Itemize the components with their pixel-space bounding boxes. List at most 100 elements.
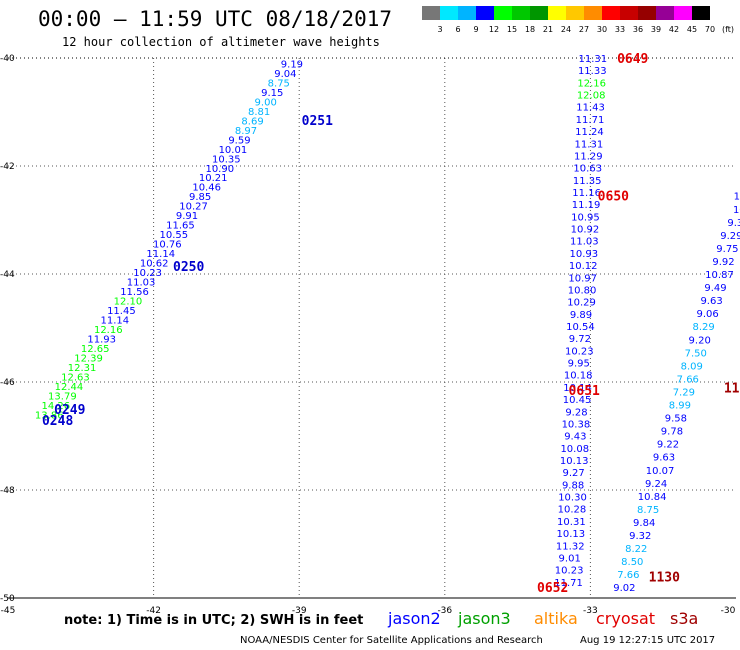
wave-height-value: 9.78: [661, 427, 683, 438]
color-scale-swatch: [512, 6, 530, 20]
wave-height-value: 10.90: [205, 164, 234, 175]
wave-height-value: 12.65: [81, 344, 110, 355]
wave-height-value: 10.18: [564, 371, 593, 382]
footer-credit: NOAA/NESDIS Center for Satellite Applica…: [240, 635, 543, 646]
time-label: 0652: [537, 581, 568, 596]
chart-title: 00:00 – 11:59 UTC 08/18/2017: [38, 7, 392, 31]
wave-height-value: 9.43: [564, 432, 586, 443]
wave-height-value: 11.19: [572, 200, 601, 211]
wave-height-value: 9.75: [716, 244, 738, 255]
wave-height-value: 10.13: [556, 529, 585, 540]
wave-height-value: 10.76: [153, 240, 182, 251]
wave-height-value: 10.23: [565, 346, 594, 357]
x-tick-label: -30: [721, 606, 736, 616]
color-scale-swatch: [620, 6, 638, 20]
wave-height-value: 11.31: [579, 54, 608, 65]
wave-height-value: 7.29: [673, 387, 695, 398]
color-scale-label: 70: [705, 25, 715, 34]
color-scale-swatch: [656, 6, 674, 20]
wave-height-value: 8.50: [621, 557, 643, 568]
wave-height-value: 10.29: [567, 298, 596, 309]
wave-height-value: 11.65: [166, 221, 195, 232]
color-scale-swatch: [566, 6, 584, 20]
wave-height-value: 9.15: [261, 88, 283, 99]
wave-height-value: 11.32: [556, 541, 585, 552]
time-label: 0650: [598, 190, 629, 205]
wave-height-value: 9.01: [559, 553, 581, 564]
wave-height-value: 9.20: [689, 335, 711, 346]
wave-height-value: 10.84: [638, 492, 667, 503]
wave-height-value: 10.93: [569, 249, 598, 260]
wave-height-value: 11.71: [554, 578, 583, 589]
color-scale-label: 30: [597, 25, 607, 34]
wave-height-value: 8.99: [669, 401, 691, 412]
wave-height-value: 9.95: [568, 359, 590, 370]
wave-height-value: 7.50: [685, 348, 707, 359]
color-scale-label: 27: [579, 25, 589, 34]
wave-height-value: 9.58: [665, 414, 687, 425]
wave-height-value: 12.16: [94, 325, 123, 336]
wave-height-value: 10.80: [568, 285, 597, 296]
y-tick-label: -40: [0, 54, 15, 64]
wave-height-value: 12.31: [68, 363, 97, 374]
wave-height-value: 10.12: [569, 261, 598, 272]
color-scale-label: 45: [687, 25, 697, 34]
wave-height-value: 9.63: [700, 296, 722, 307]
y-tick-label: -42: [0, 162, 15, 172]
wave-height-value: 9.72: [569, 334, 591, 345]
wave-height-value: 10.54: [566, 322, 595, 333]
color-scale-label: 24: [561, 25, 571, 34]
wave-height-value: 7.66: [677, 374, 699, 385]
y-tick-label: -46: [0, 378, 15, 388]
time-label: 0248: [42, 414, 73, 429]
wave-height-value: 11.31: [575, 139, 604, 150]
wave-height-value: 11.03: [570, 237, 599, 248]
track-c: 10 10 9.3 9.29 9.75 9.92 10.87 9.49 9.63 9.06 8.29…: [613, 192, 740, 595]
color-scale-swatch: [638, 6, 656, 20]
color-scale-label: 33: [615, 25, 625, 34]
wave-height-value: 9.3: [727, 218, 740, 229]
wave-height-value: 11.33: [578, 66, 607, 77]
wave-height-value: 9.27: [563, 468, 585, 479]
color-scale-swatch: [674, 6, 692, 20]
wave-height-value: 8.09: [681, 361, 703, 372]
x-tick-label: -33: [583, 606, 598, 616]
wave-height-value: 10.92: [571, 225, 600, 236]
color-scale-swatch: [440, 6, 458, 20]
x-tick-label: -36: [437, 606, 452, 616]
wave-height-value: 10: [733, 205, 740, 216]
x-tick-label: -45: [1, 606, 16, 616]
wave-height-value: 11.35: [573, 176, 602, 187]
chart-subtitle: 12 hour collection of altimeter wave hei…: [62, 35, 380, 49]
legend-entry-altika: altika: [534, 609, 578, 628]
wave-height-value: 10: [734, 192, 740, 203]
wave-height-value: 9.84: [633, 518, 655, 529]
wave-height-value: 10.01: [219, 145, 248, 156]
footer-note: note: 1) Time is in UTC; 2) SWH is in fe…: [64, 613, 363, 628]
track-a: 9.199.048.759.159.008.818.698.979.5910.0…: [35, 59, 303, 421]
wave-height-value: 9.06: [696, 309, 718, 320]
wave-height-value: 12.44: [55, 382, 84, 393]
y-tick-label: -44: [0, 270, 15, 280]
wave-height-value: 11.71: [576, 115, 605, 126]
wave-height-value: 9.22: [657, 440, 679, 451]
wave-height-value: 8.22: [625, 544, 647, 555]
wave-height-value: 9.92: [712, 257, 734, 268]
wave-height-value: 8.97: [235, 126, 257, 137]
wave-height-value: 9.89: [570, 310, 592, 321]
wave-height-value: 10.30: [558, 493, 587, 504]
satellite-legend: jason2 jason3 altika cryosat s3a: [387, 609, 698, 628]
wave-height-value: 10.07: [646, 466, 675, 477]
wave-height-value: 10.95: [571, 212, 600, 223]
wave-height-value: 10.08: [560, 444, 589, 455]
x-tick-label: -42: [146, 606, 161, 616]
wave-height-value: 9.59: [228, 135, 250, 146]
legend-entry-jason2: jason2: [387, 609, 441, 628]
wave-height-value: 9.29: [720, 231, 740, 242]
wave-height-value: 10.62: [140, 259, 169, 270]
color-scale-label: 18: [525, 25, 535, 34]
time-label: 0649: [617, 52, 648, 67]
axes: -45 -42 -39 -36 -33 -30 -40 -42 -44 -46 -48 -50: [0, 54, 736, 616]
wave-height-value: 9.32: [629, 531, 651, 542]
y-tick-label: -48: [0, 486, 15, 496]
